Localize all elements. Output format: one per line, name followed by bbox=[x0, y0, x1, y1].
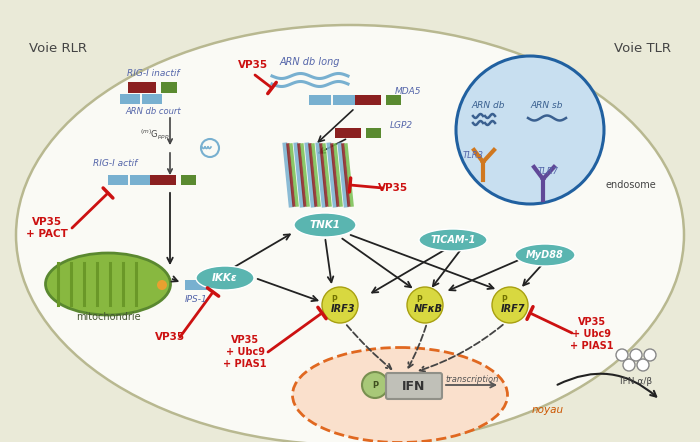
Text: $^{(m)}$G$_{ppp}$: $^{(m)}$G$_{ppp}$ bbox=[140, 128, 170, 142]
Bar bbox=[161, 81, 177, 92]
FancyBboxPatch shape bbox=[386, 373, 442, 399]
Text: ARN sb: ARN sb bbox=[531, 100, 564, 110]
Text: noyau: noyau bbox=[532, 405, 564, 415]
Text: + PIAS1: + PIAS1 bbox=[570, 341, 614, 351]
Text: ARN db long: ARN db long bbox=[280, 57, 340, 67]
Circle shape bbox=[630, 349, 642, 361]
Text: IRF3: IRF3 bbox=[330, 304, 355, 314]
Circle shape bbox=[492, 287, 528, 323]
Text: NFκB: NFκB bbox=[414, 304, 442, 314]
Text: P: P bbox=[501, 294, 507, 304]
Text: + PIAS1: + PIAS1 bbox=[223, 359, 267, 369]
Text: Voie RLR: Voie RLR bbox=[29, 42, 87, 54]
Ellipse shape bbox=[46, 253, 171, 315]
Text: + PACT: + PACT bbox=[26, 229, 68, 239]
Text: RIG-I inactif: RIG-I inactif bbox=[127, 69, 179, 77]
Text: VP35: VP35 bbox=[155, 332, 185, 342]
Bar bbox=[142, 94, 162, 104]
Text: P: P bbox=[372, 381, 378, 389]
Text: TICAM-1: TICAM-1 bbox=[430, 235, 476, 245]
Text: LGP2: LGP2 bbox=[390, 121, 413, 130]
Text: VP35: VP35 bbox=[32, 217, 62, 227]
Bar bbox=[130, 175, 150, 185]
Bar bbox=[365, 128, 381, 138]
Bar bbox=[185, 280, 207, 290]
Text: IFN α/β: IFN α/β bbox=[620, 377, 652, 386]
Ellipse shape bbox=[16, 25, 684, 442]
Circle shape bbox=[623, 359, 635, 371]
Text: P: P bbox=[331, 294, 337, 304]
Bar bbox=[150, 175, 176, 185]
Text: Voie TLR: Voie TLR bbox=[613, 42, 671, 54]
Text: TLR3: TLR3 bbox=[463, 150, 484, 160]
Text: IRF7: IRF7 bbox=[500, 304, 525, 314]
Text: VP35: VP35 bbox=[378, 183, 408, 193]
Text: ARN db: ARN db bbox=[471, 100, 505, 110]
Text: P: P bbox=[416, 294, 422, 304]
Text: VP35: VP35 bbox=[231, 335, 259, 345]
Text: VP35: VP35 bbox=[238, 60, 268, 70]
Text: RIG-I actif: RIG-I actif bbox=[93, 159, 137, 168]
Text: MDA5: MDA5 bbox=[395, 88, 421, 96]
Circle shape bbox=[644, 349, 656, 361]
Bar bbox=[120, 94, 140, 104]
Text: ARN db court: ARN db court bbox=[125, 107, 181, 115]
Text: IPS-1: IPS-1 bbox=[185, 294, 207, 304]
Circle shape bbox=[157, 280, 167, 290]
Circle shape bbox=[407, 287, 443, 323]
Ellipse shape bbox=[196, 266, 254, 290]
Bar bbox=[309, 95, 331, 105]
Ellipse shape bbox=[293, 347, 508, 442]
Circle shape bbox=[637, 359, 649, 371]
Bar bbox=[128, 81, 156, 92]
Text: IKKε: IKKε bbox=[212, 273, 238, 283]
Text: + Ubc9: + Ubc9 bbox=[573, 329, 612, 339]
Text: MyD88: MyD88 bbox=[526, 250, 564, 260]
Text: mitochondrie: mitochondrie bbox=[76, 312, 140, 322]
Ellipse shape bbox=[419, 229, 487, 251]
Ellipse shape bbox=[294, 213, 356, 237]
Bar bbox=[335, 128, 361, 138]
Text: IFN: IFN bbox=[402, 380, 426, 392]
Circle shape bbox=[322, 287, 358, 323]
Bar bbox=[333, 95, 355, 105]
Text: + Ubc9: + Ubc9 bbox=[225, 347, 265, 357]
Bar bbox=[181, 175, 195, 185]
Bar bbox=[355, 95, 381, 105]
Text: transcription: transcription bbox=[445, 374, 498, 384]
Bar bbox=[386, 95, 400, 105]
Ellipse shape bbox=[515, 244, 575, 266]
Ellipse shape bbox=[456, 56, 604, 204]
Circle shape bbox=[362, 372, 388, 398]
Text: TNK1: TNK1 bbox=[309, 220, 340, 230]
Text: endosome: endosome bbox=[605, 180, 656, 190]
Bar bbox=[108, 175, 128, 185]
Circle shape bbox=[616, 349, 628, 361]
Text: VP35: VP35 bbox=[578, 317, 606, 327]
Text: TLR7: TLR7 bbox=[538, 168, 559, 176]
